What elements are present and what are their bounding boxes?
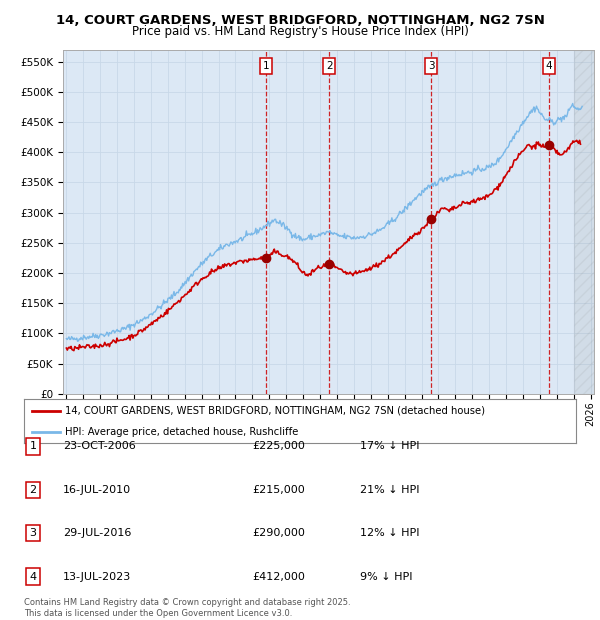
Text: 2: 2	[29, 485, 37, 495]
Text: 29-JUL-2016: 29-JUL-2016	[63, 528, 131, 538]
Text: 1: 1	[263, 61, 269, 71]
Text: 2: 2	[326, 61, 332, 71]
Text: Price paid vs. HM Land Registry's House Price Index (HPI): Price paid vs. HM Land Registry's House …	[131, 25, 469, 38]
Text: 3: 3	[428, 61, 434, 71]
Text: 12% ↓ HPI: 12% ↓ HPI	[360, 528, 419, 538]
Text: 21% ↓ HPI: 21% ↓ HPI	[360, 485, 419, 495]
Text: HPI: Average price, detached house, Rushcliffe: HPI: Average price, detached house, Rush…	[65, 427, 299, 437]
Text: £215,000: £215,000	[252, 485, 305, 495]
Bar	[574, 50, 599, 394]
Text: 3: 3	[29, 528, 37, 538]
Text: 14, COURT GARDENS, WEST BRIDGFORD, NOTTINGHAM, NG2 7SN (detached house): 14, COURT GARDENS, WEST BRIDGFORD, NOTTI…	[65, 405, 485, 416]
Text: £290,000: £290,000	[252, 528, 305, 538]
Text: Contains HM Land Registry data © Crown copyright and database right 2025.
This d: Contains HM Land Registry data © Crown c…	[24, 598, 350, 618]
Text: £225,000: £225,000	[252, 441, 305, 451]
Text: £412,000: £412,000	[252, 572, 305, 582]
Text: 17% ↓ HPI: 17% ↓ HPI	[360, 441, 419, 451]
Text: 16-JUL-2010: 16-JUL-2010	[63, 485, 131, 495]
Text: 1: 1	[29, 441, 37, 451]
Text: 4: 4	[29, 572, 37, 582]
Text: 23-OCT-2006: 23-OCT-2006	[63, 441, 136, 451]
Text: 4: 4	[545, 61, 552, 71]
Text: 13-JUL-2023: 13-JUL-2023	[63, 572, 131, 582]
Text: 9% ↓ HPI: 9% ↓ HPI	[360, 572, 413, 582]
Text: 14, COURT GARDENS, WEST BRIDGFORD, NOTTINGHAM, NG2 7SN: 14, COURT GARDENS, WEST BRIDGFORD, NOTTI…	[56, 14, 544, 27]
